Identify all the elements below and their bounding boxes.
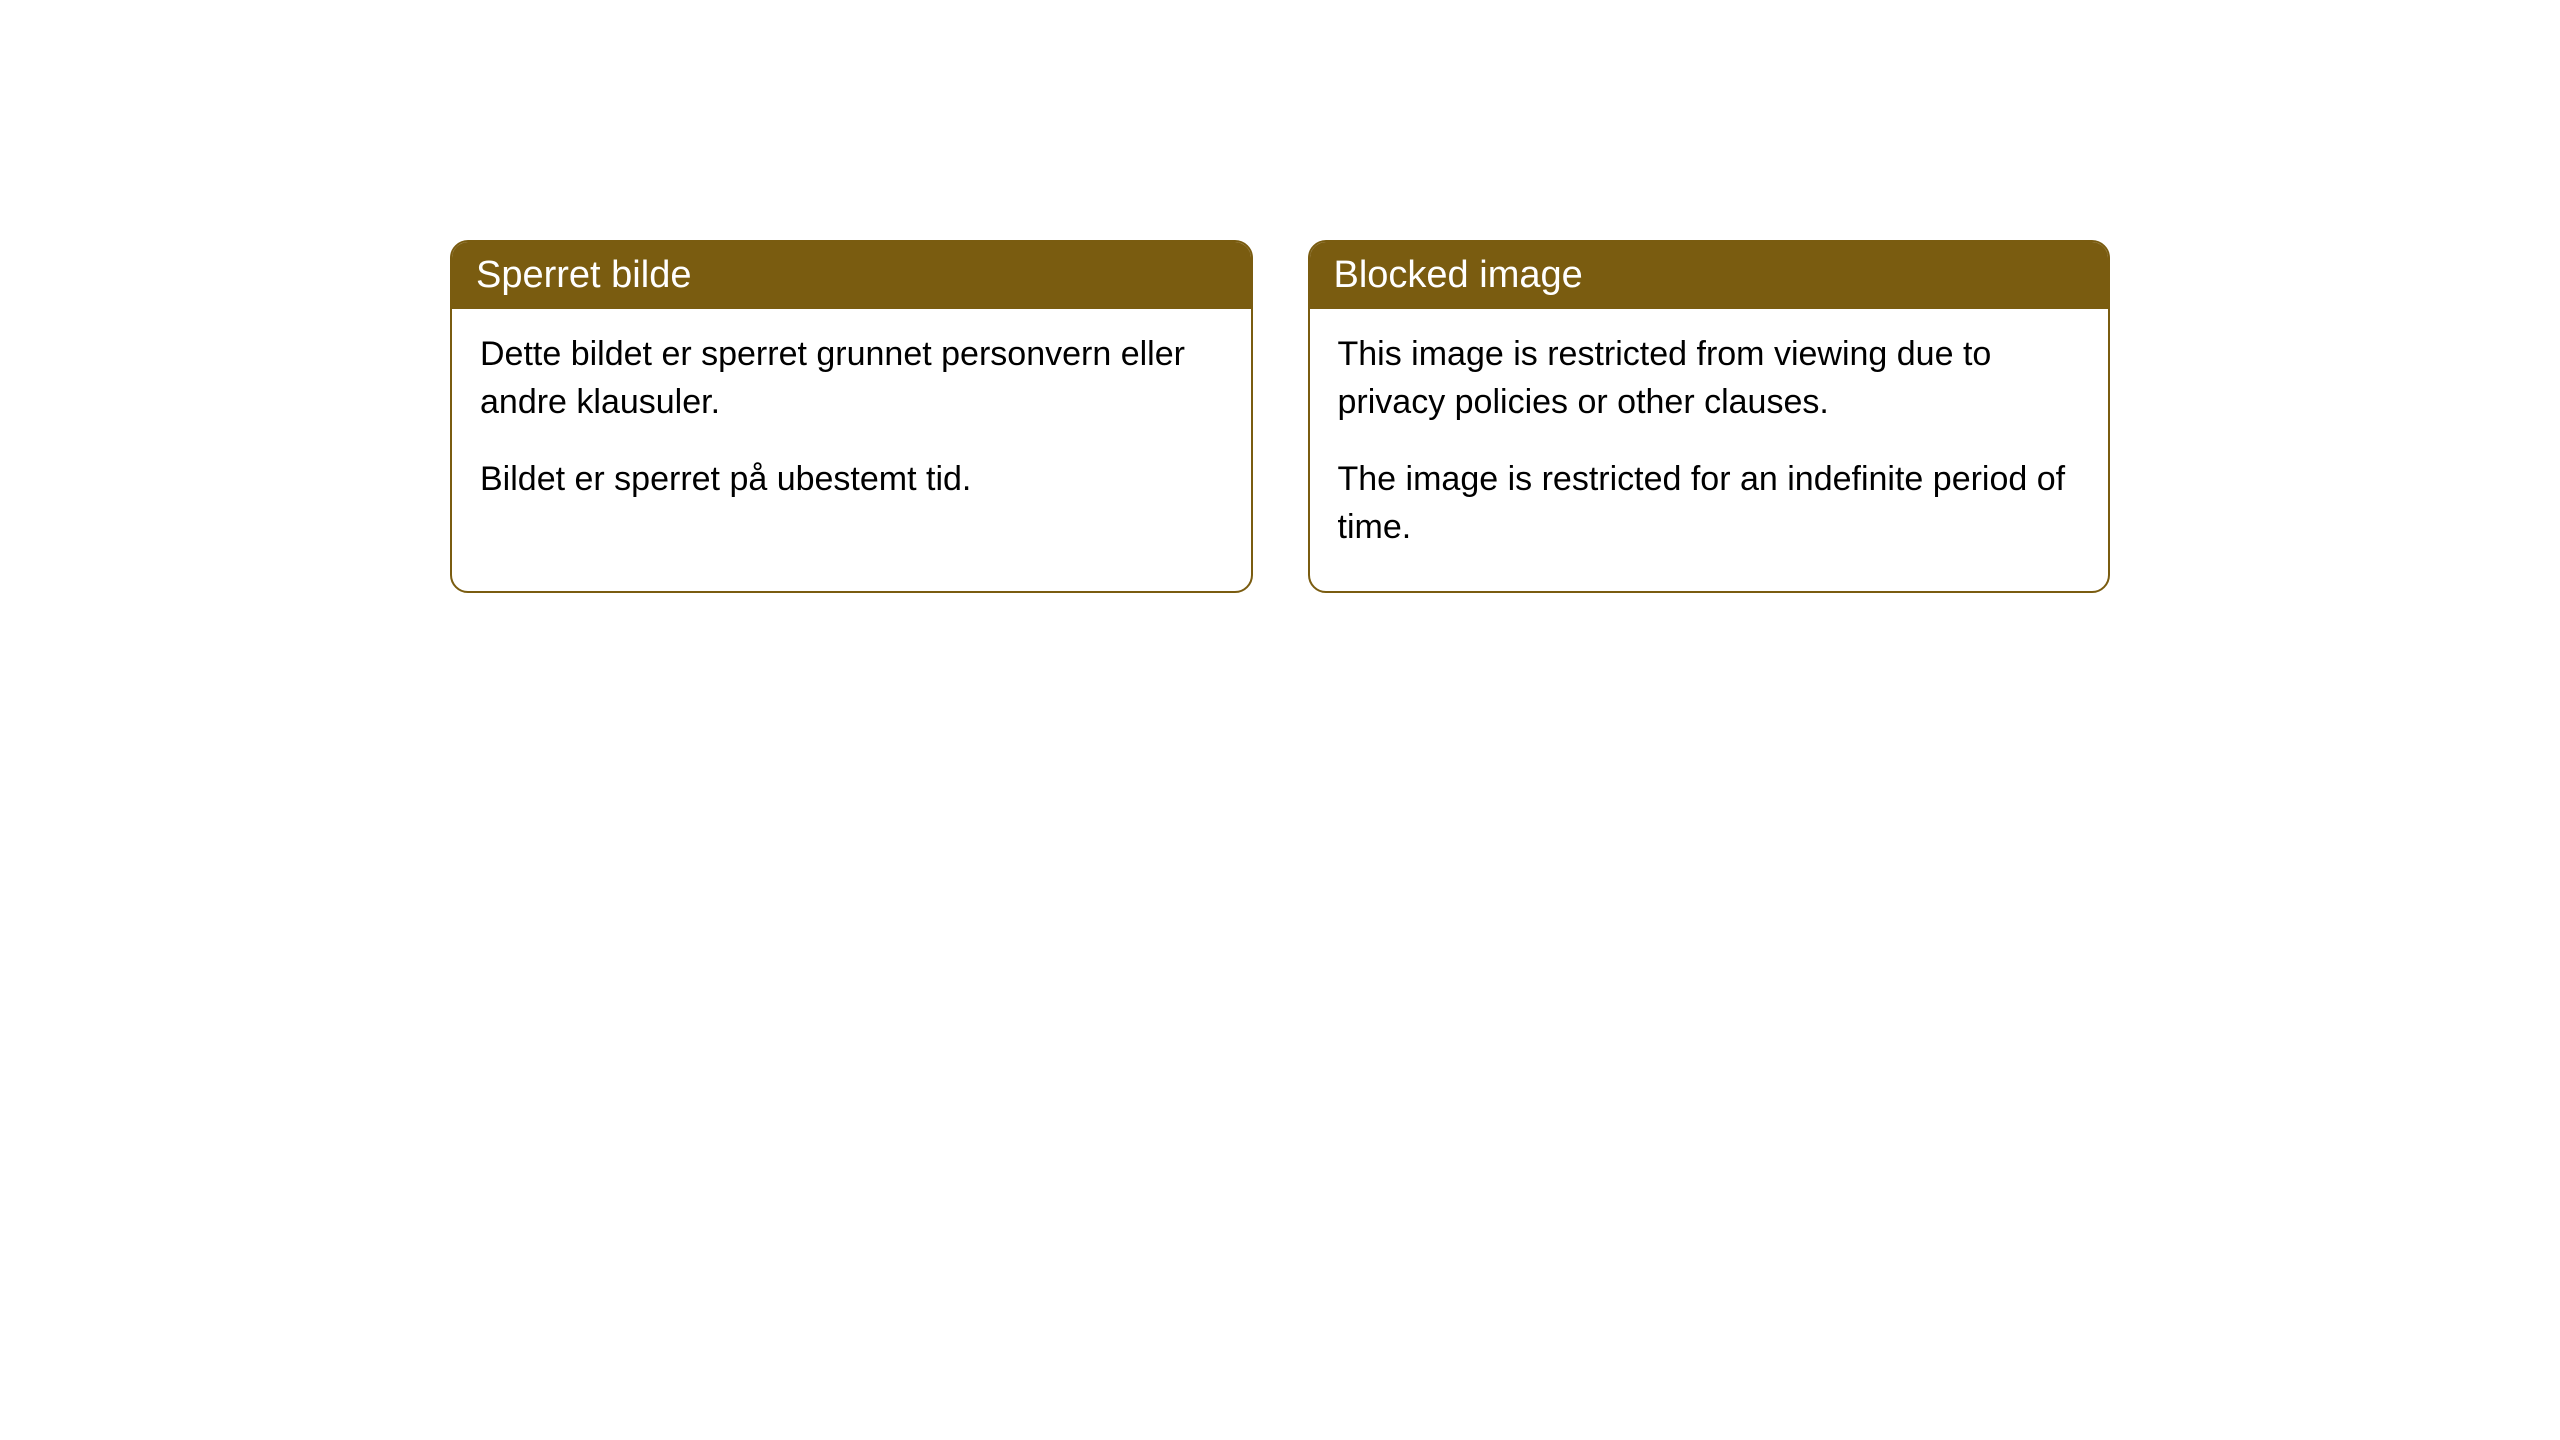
card-paragraph-1-en: This image is restricted from viewing du…: [1338, 331, 2081, 426]
card-header-no: Sperret bilde: [452, 242, 1251, 309]
card-header-en: Blocked image: [1310, 242, 2109, 309]
blocked-image-card-en: Blocked image This image is restricted f…: [1308, 240, 2111, 593]
cards-container: Sperret bilde Dette bildet er sperret gr…: [450, 240, 2110, 593]
blocked-image-card-no: Sperret bilde Dette bildet er sperret gr…: [450, 240, 1253, 593]
card-paragraph-2-no: Bildet er sperret på ubestemt tid.: [480, 456, 1223, 504]
card-paragraph-1-no: Dette bildet er sperret grunnet personve…: [480, 331, 1223, 426]
card-body-no: Dette bildet er sperret grunnet personve…: [452, 309, 1251, 544]
card-body-en: This image is restricted from viewing du…: [1310, 309, 2109, 591]
card-paragraph-2-en: The image is restricted for an indefinit…: [1338, 456, 2081, 551]
